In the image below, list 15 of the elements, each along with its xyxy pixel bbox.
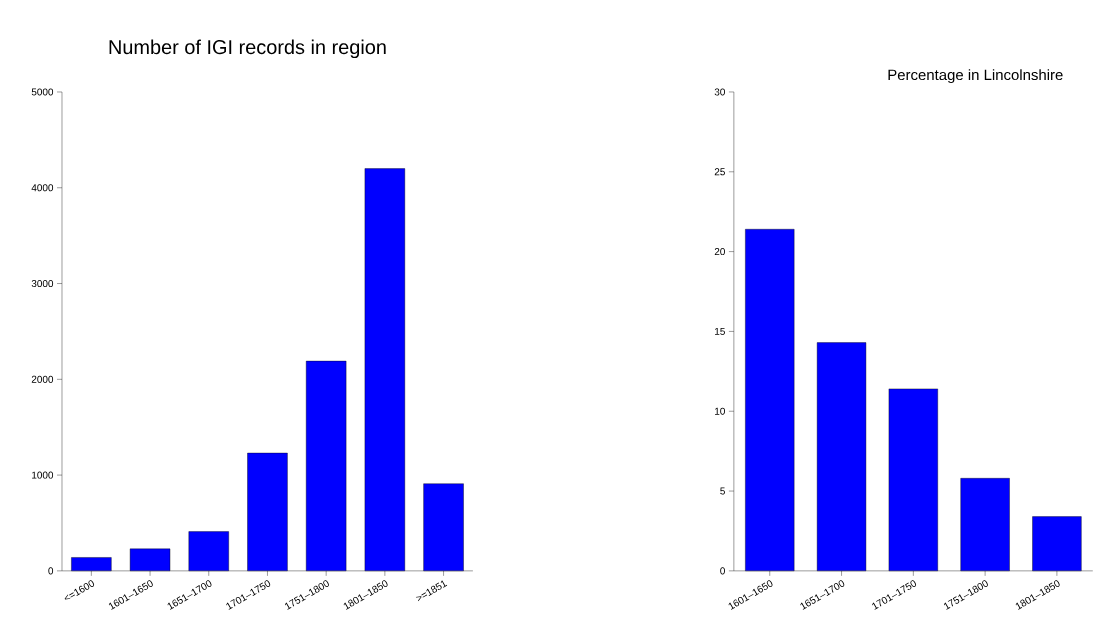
y-tick-label: 20 bbox=[714, 248, 725, 256]
y-tick-label: 10 bbox=[715, 407, 725, 415]
y-tick-label: 3000 bbox=[31, 280, 54, 288]
y-tick-label: 5 bbox=[720, 487, 725, 495]
y-tick-label: 25 bbox=[714, 168, 725, 176]
y-tick-label: 0 bbox=[48, 567, 54, 575]
y-tick-label: 5000 bbox=[31, 88, 54, 96]
y-tick-label: 1000 bbox=[32, 471, 54, 479]
chart-title: Number of IGI records in region bbox=[109, 39, 386, 59]
y-tick-label: 15 bbox=[715, 328, 725, 335]
y-tick-label: 30 bbox=[714, 88, 725, 96]
chart-title: Percentage in Lincolnshire bbox=[888, 69, 1063, 84]
y-tick-label: 2000 bbox=[31, 375, 54, 383]
y-tick-label: 4000 bbox=[31, 184, 54, 192]
y-tick-label: 0 bbox=[720, 567, 725, 575]
